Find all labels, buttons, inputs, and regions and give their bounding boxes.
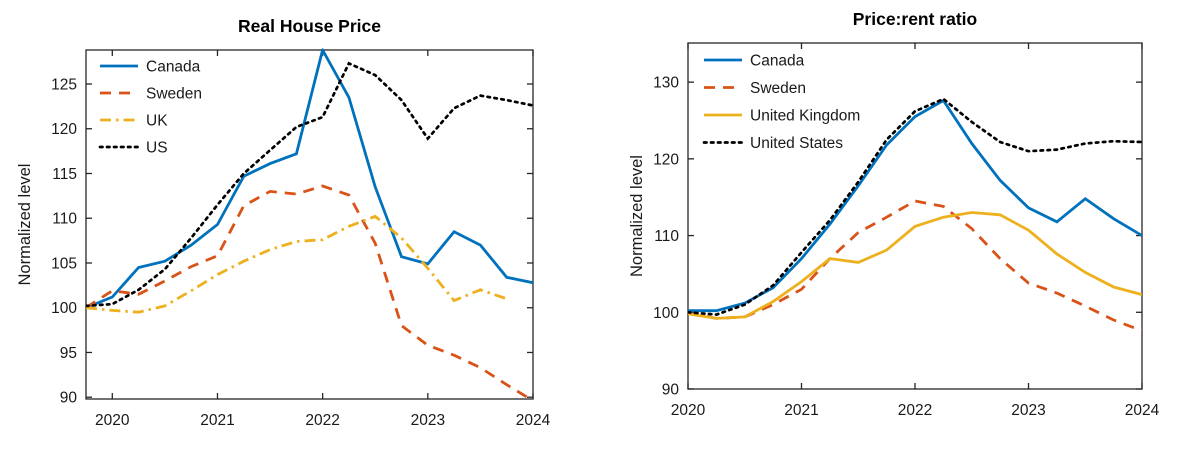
canada-line [86,48,533,309]
y-tick-label: 90 [662,382,680,399]
united-kingdom-line [688,211,1142,320]
legend-label: Canada [750,53,805,70]
x-tick-label: 2021 [200,412,234,429]
y-tick-label: 105 [51,255,77,272]
chart-price-rent-ratio: 2020 2021 2022 2023 2024 90 100 110 120 130 Price:… [600,0,1200,462]
x-tick-label: 2024 [1125,402,1160,419]
plot-box [85,49,534,400]
y-tick-label: 90 [60,390,78,407]
chart-real-house-price: 2020 2021 2022 2023 2024 90 95 100 105 110 115 120 1… [16,16,551,429]
legend-label: US [146,140,168,157]
y-axis-label: Normalized level [16,164,34,286]
us-line [86,61,533,308]
y-axis-label: Normalized level [628,155,646,277]
y-tick-label: 110 [654,228,679,245]
legend-label: Sweden [750,80,806,97]
y-tick-label: 120 [653,151,679,168]
x-tick-label: 2022 [898,402,932,419]
y-tick-label: 130 [653,75,679,92]
y-tick-label: 125 [51,77,77,94]
legend-label: United States [750,135,843,152]
x-tick-label: 2024 [516,412,551,429]
legend-label: Sweden [146,86,202,103]
canada-line [688,98,1142,313]
price-rent-ratio-plot: 2020 2021 2022 2023 2024 90 100 110 120 130 Price:… [628,9,1160,419]
chart-title: Real House Price [238,16,381,36]
chart-title: Price:rent ratio [853,9,977,29]
legend-label: UK [146,113,168,130]
x-tick-label: 2020 [95,412,130,429]
real-house-price-plot: 2020 2021 2022 2023 2024 90 95 100 105 110 115 120 1… [16,16,551,429]
united-states-line [688,97,1142,316]
sweden-line [86,184,533,401]
y-tick-label: 110 [52,211,77,228]
x-tick-label: 2022 [305,412,339,429]
legend-label: Canada [146,59,201,76]
sweden-line [688,199,1142,333]
y-tick-label: 100 [653,305,679,322]
x-tick-label: 2020 [671,402,706,419]
y-tick-label: 95 [60,345,77,362]
x-tick-label: 2023 [1011,402,1045,419]
x-tick-label: 2021 [784,402,818,419]
x-tick-label: 2023 [411,412,445,429]
y-tick-label: 115 [52,166,77,183]
y-tick-label: 120 [51,121,77,138]
y-tick-label: 100 [51,300,77,317]
uk-line [86,214,508,314]
legend-label: United Kingdom [750,108,860,125]
